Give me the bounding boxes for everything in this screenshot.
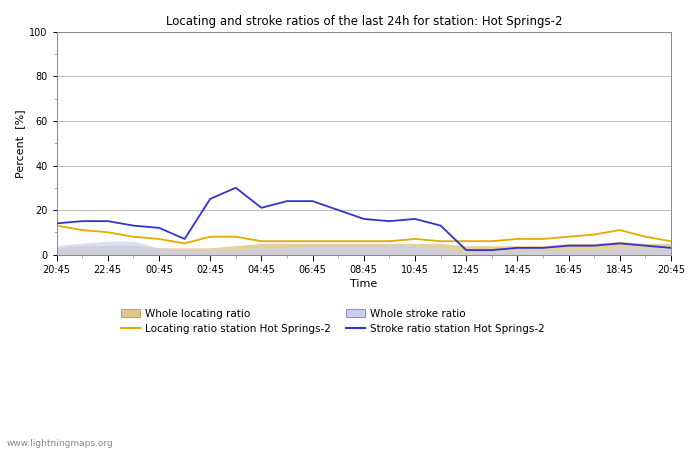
X-axis label: Time: Time	[350, 279, 377, 289]
Legend: Whole locating ratio, Locating ratio station Hot Springs-2, Whole stroke ratio, : Whole locating ratio, Locating ratio sta…	[121, 309, 545, 334]
Y-axis label: Percent  [%]: Percent [%]	[15, 109, 25, 178]
Text: www.lightningmaps.org: www.lightningmaps.org	[7, 439, 113, 448]
Title: Locating and stroke ratios of the last 24h for station: Hot Springs-2: Locating and stroke ratios of the last 2…	[165, 15, 562, 28]
